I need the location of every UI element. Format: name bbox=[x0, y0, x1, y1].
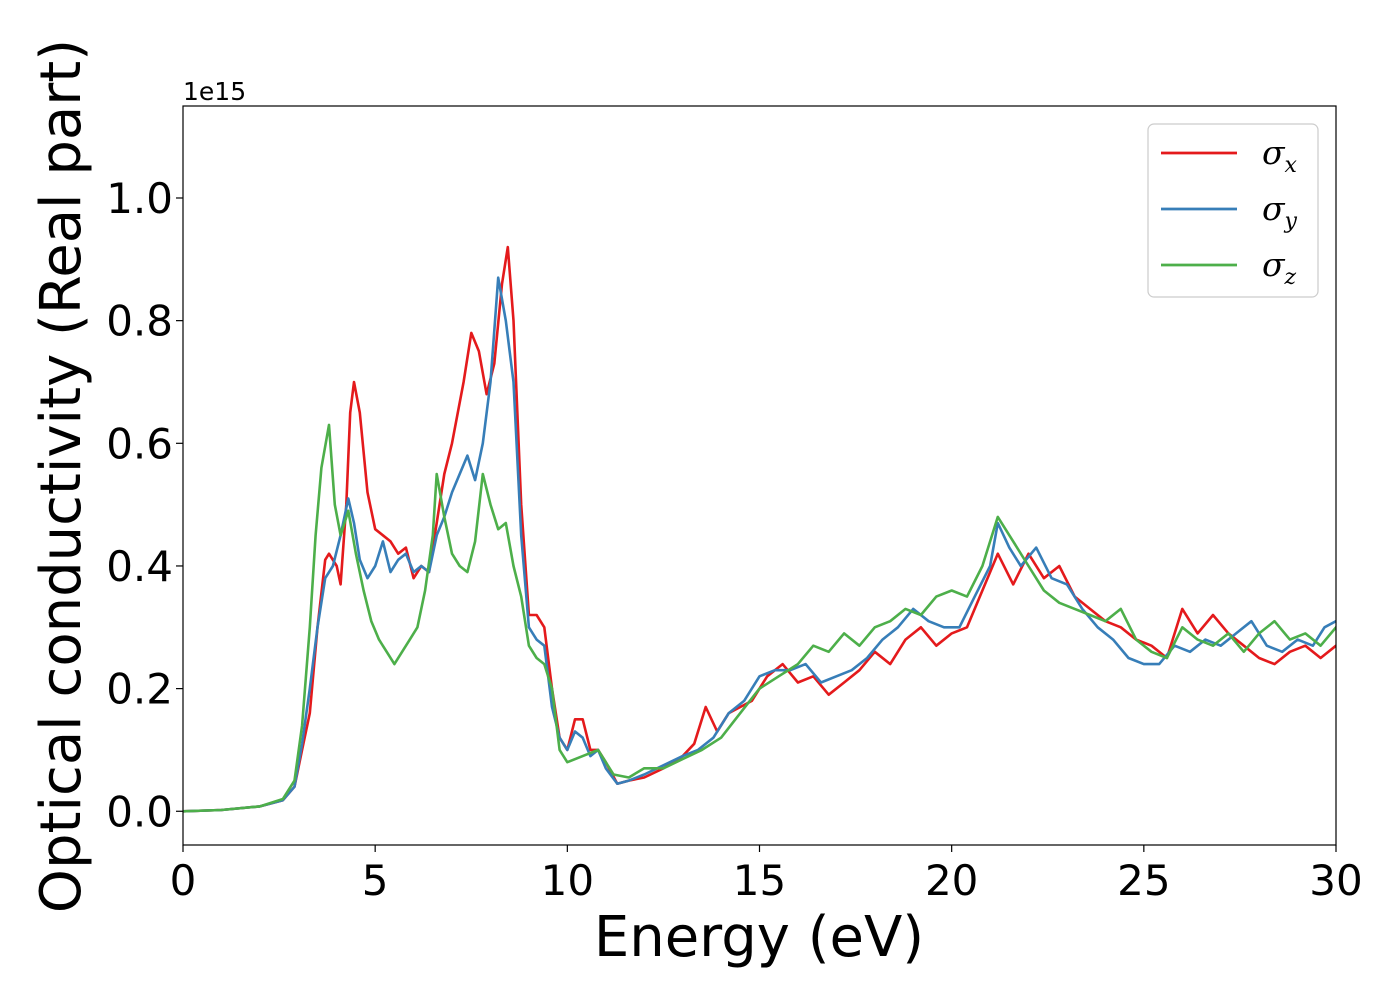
legend-label-sigma-x: σx bbox=[1262, 133, 1298, 178]
x-axis: 0 5 10 15 20 25 30 bbox=[170, 845, 1363, 905]
y-offset-text: 1e15 bbox=[183, 77, 246, 106]
x-tick-label: 10 bbox=[541, 856, 594, 905]
legend: σx σy σz bbox=[1147, 123, 1319, 298]
series-line-sigma-y bbox=[183, 276, 1336, 813]
y-tick-label: 0.0 bbox=[106, 787, 173, 836]
legend-box bbox=[1147, 123, 1319, 298]
x-tick-label: 30 bbox=[1309, 856, 1362, 905]
legend-label-sigma-y: σy bbox=[1262, 189, 1298, 234]
legend-label-sigma-z: σz bbox=[1262, 245, 1297, 290]
x-tick-label: 0 bbox=[170, 856, 197, 905]
y-tick-label: 0.2 bbox=[106, 665, 173, 714]
y-axis-label: Optical conductivity (Real part) bbox=[29, 39, 94, 913]
x-tick-label: 15 bbox=[733, 856, 786, 905]
x-tick-label: 20 bbox=[925, 856, 978, 905]
y-tick-label: 0.8 bbox=[106, 297, 173, 346]
plot-area bbox=[183, 106, 1336, 845]
x-tick-label: 5 bbox=[362, 856, 389, 905]
x-tick-label: 25 bbox=[1117, 856, 1170, 905]
series-line-sigma-z bbox=[183, 423, 1336, 813]
y-tick-label: 0.6 bbox=[106, 419, 173, 468]
x-axis-label: Energy (eV) bbox=[594, 905, 924, 970]
y-tick-label: 0.4 bbox=[106, 542, 173, 591]
y-tick-label: 1.0 bbox=[106, 174, 173, 223]
y-axis: 0.0 0.2 0.4 0.6 0.8 1.0 bbox=[106, 174, 183, 836]
series-layer bbox=[183, 245, 1336, 813]
